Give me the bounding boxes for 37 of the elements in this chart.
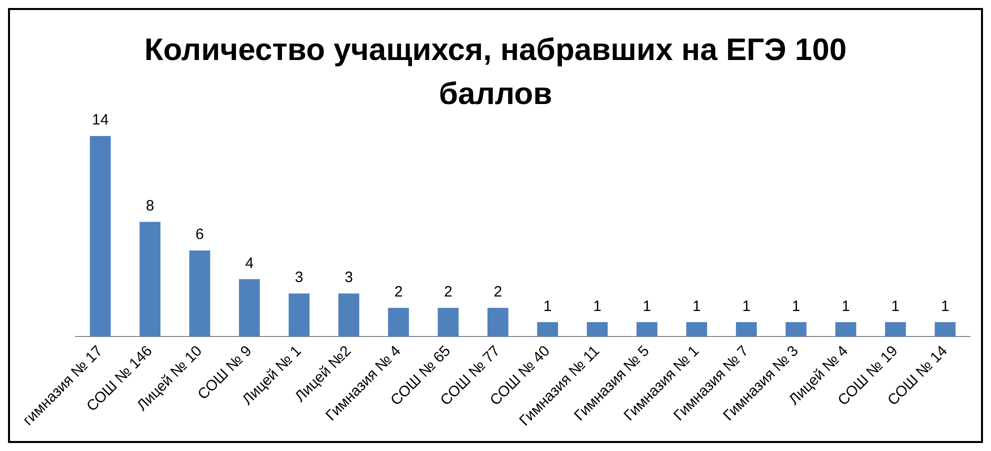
bar <box>934 322 956 336</box>
bar <box>586 322 608 336</box>
bar <box>189 250 210 336</box>
data-label: 1 <box>891 298 900 315</box>
bar <box>90 136 111 336</box>
data-label: 4 <box>245 254 254 272</box>
bar <box>636 322 658 336</box>
data-label: 2 <box>444 283 452 300</box>
data-label: 1 <box>842 298 850 315</box>
bar <box>238 279 260 336</box>
bar <box>288 294 310 336</box>
data-label: 1 <box>593 298 602 315</box>
data-label: 14 <box>92 112 109 129</box>
bar <box>686 322 708 336</box>
data-label: 2 <box>394 283 403 300</box>
bar <box>786 322 806 336</box>
bar <box>537 322 558 336</box>
data-label: 2 <box>494 283 502 300</box>
bar <box>388 308 409 336</box>
data-label: 3 <box>294 269 304 286</box>
bar <box>438 308 459 336</box>
bar <box>885 322 906 336</box>
data-label: 1 <box>792 298 800 315</box>
data-label: 6 <box>196 226 204 244</box>
chart-title: Количество учащихся, набравших на ЕГЭ 100 баллов <box>143 31 848 113</box>
data-label: 8 <box>146 198 154 215</box>
bar <box>736 322 757 336</box>
data-label: 1 <box>642 298 652 315</box>
bar <box>835 322 856 336</box>
bar <box>140 222 160 336</box>
data-label: 1 <box>543 298 552 315</box>
data-label: 1 <box>692 298 701 315</box>
data-label: 1 <box>742 298 751 315</box>
bar <box>487 308 508 336</box>
data-label: 3 <box>344 269 353 286</box>
data-label: 1 <box>940 298 950 315</box>
bar <box>338 294 360 336</box>
